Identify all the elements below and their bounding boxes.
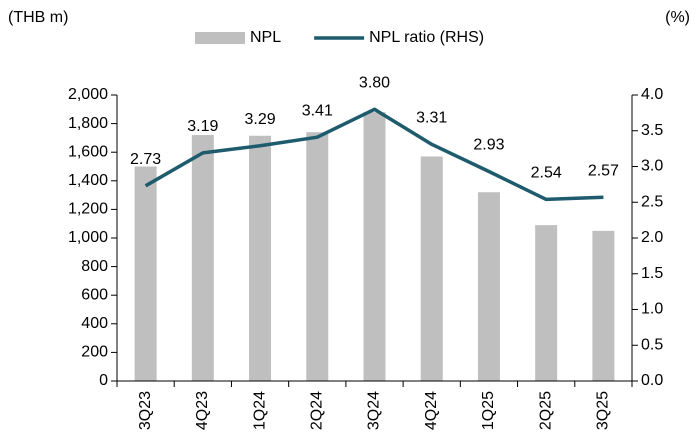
- y2-tick-label: 2.5: [641, 193, 663, 210]
- y2-axis-label: (%): [665, 9, 690, 26]
- bar: [306, 132, 329, 381]
- data-label: 3.41: [302, 102, 333, 119]
- data-label: 3.19: [187, 118, 218, 135]
- bar: [363, 112, 386, 381]
- y2-tick-label: 2.0: [641, 229, 663, 246]
- y-tick-label: 200: [81, 344, 108, 361]
- bar: [249, 135, 272, 381]
- data-label: 3.29: [244, 111, 275, 128]
- x-tick-label: 2Q25: [537, 391, 554, 430]
- y-tick-label: 1,600: [68, 143, 108, 160]
- data-label: 2.93: [473, 137, 504, 154]
- x-tick-label: 3Q24: [366, 391, 383, 430]
- data-label: 3.31: [416, 110, 447, 127]
- x-tick-label: 2Q24: [308, 391, 325, 430]
- y-tick-label: 1,000: [68, 229, 108, 246]
- y2-tick-label: 0.5: [641, 336, 663, 353]
- bar: [535, 225, 558, 381]
- y2-tick-label: 1.5: [641, 265, 663, 282]
- x-tick-label: 4Q23: [194, 391, 211, 430]
- y-tick-label: 0: [99, 372, 108, 389]
- x-tick-label: 3Q25: [595, 391, 612, 430]
- y-tick-label: 1,800: [68, 115, 108, 132]
- y-tick-label: 600: [81, 286, 108, 303]
- bar: [191, 135, 214, 381]
- x-tick-label: 3Q23: [137, 391, 154, 430]
- legend-swatch: [195, 32, 245, 44]
- y2-tick-label: 3.0: [641, 158, 663, 175]
- legend-label: NPL ratio (RHS): [369, 29, 484, 46]
- y-axis-label: (THB m): [8, 9, 68, 26]
- legend-label: NPL: [250, 29, 281, 46]
- y2-tick-label: 3.5: [641, 122, 663, 139]
- line: [144, 107, 604, 202]
- y2-tick-label: 4.0: [641, 86, 663, 103]
- y-tick-label: 2,000: [68, 86, 108, 103]
- y2-tick-label: 0.0: [641, 372, 663, 389]
- y-tick-label: 400: [81, 315, 108, 332]
- x-tick-label: 4Q24: [423, 391, 440, 430]
- data-label: 3.80: [359, 75, 390, 92]
- x-tick-label: 1Q25: [480, 391, 497, 430]
- bar: [134, 166, 157, 381]
- data-label: 2.54: [531, 165, 562, 182]
- x-tick-label: 1Q24: [251, 391, 268, 430]
- y-tick-label: 800: [81, 258, 108, 275]
- bar: [592, 230, 615, 381]
- data-label: 2.73: [130, 151, 161, 168]
- y-tick-label: 1,200: [68, 201, 108, 218]
- y-tick-label: 1,400: [68, 172, 108, 189]
- bar: [420, 156, 443, 381]
- y2-tick-label: 1.0: [641, 301, 663, 318]
- data-label: 2.57: [588, 162, 619, 179]
- bar: [477, 192, 500, 381]
